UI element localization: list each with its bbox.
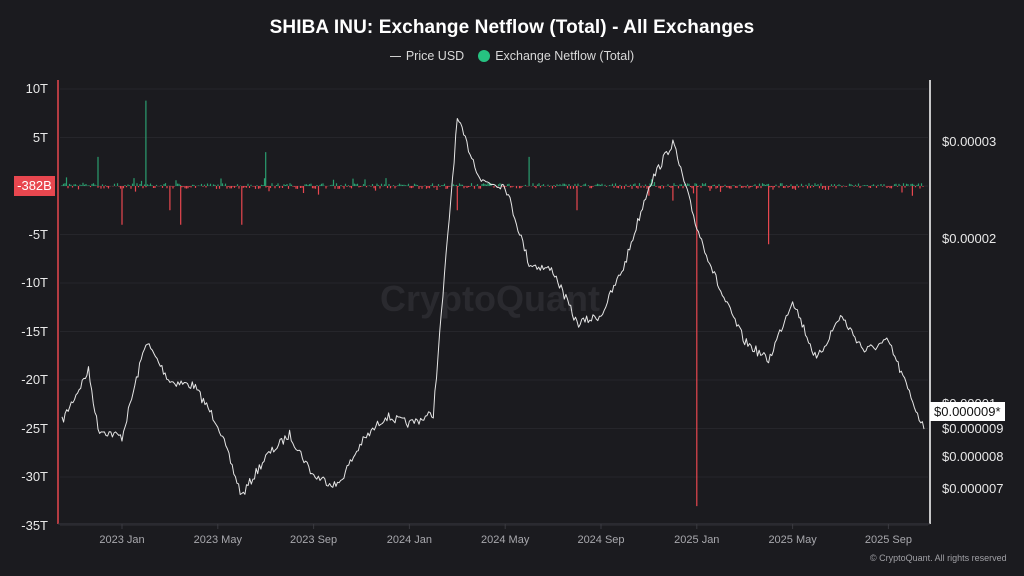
- legend-label-price: Price USD: [405, 49, 465, 63]
- legend-item-price[interactable]: Price USD: [389, 49, 465, 63]
- x-tick-marks: [121, 524, 889, 529]
- left-tick-label: -25T: [21, 420, 48, 436]
- left-tick-label: -5T: [28, 226, 49, 242]
- x-tick-label: 2025 May: [768, 534, 817, 546]
- left-tick-label: -15T: [21, 323, 48, 339]
- chart-title: SHIBA INU: Exchange Netflow (Total) - Al…: [269, 17, 755, 38]
- dot-marker-icon: [478, 50, 491, 62]
- x-tick-label: 2023 Sep: [290, 534, 338, 546]
- price-line: [61, 118, 925, 495]
- x-tick-label: 2023 May: [193, 534, 242, 546]
- grid-lines: [60, 88, 928, 526]
- netflow-current-badge: -382B: [14, 176, 55, 196]
- x-tick-label: 2024 Jan: [386, 534, 433, 546]
- right-tick-label: $0.00002: [942, 230, 997, 246]
- copyright: © CryptoQuant. All rights reserved: [870, 553, 1007, 563]
- legend-item-netflow[interactable]: Exchange Netflow (Total): [478, 49, 634, 63]
- x-tick-label: 2024 Sep: [577, 534, 625, 546]
- right-tick-label: $0.000008: [942, 449, 1004, 465]
- legend-label-netflow: Exchange Netflow (Total): [495, 49, 635, 63]
- legend: Price USD Exchange Netflow (Total): [0, 49, 1024, 63]
- left-tick-label: -35T: [21, 517, 48, 533]
- right-tick-label: $0.000009: [942, 421, 1004, 437]
- netflow-negative-bars: [67, 186, 924, 507]
- left-tick-label: -10T: [21, 275, 48, 290]
- netflow-positive-bars: [61, 100, 923, 186]
- x-tick-label: 2023 Jan: [99, 534, 145, 546]
- watermark: CryptoQuant: [380, 278, 600, 319]
- x-tick-label: 2024 May: [481, 534, 530, 546]
- price-current-badge: $0.000009*: [930, 402, 1005, 421]
- line-marker-icon: [389, 55, 401, 57]
- x-tick-label: 2025 Sep: [864, 534, 912, 546]
- netflow-bars: [61, 100, 924, 507]
- left-tick-label: 5T: [32, 129, 48, 145]
- left-tick-label: -20T: [21, 372, 48, 387]
- right-tick-label: $0.000007: [942, 481, 1004, 496]
- left-tick-label: -30T: [21, 469, 48, 484]
- right-tick-label: $0.00003: [942, 134, 997, 149]
- x-tick-label: 2025 Jan: [674, 534, 720, 546]
- left-tick-label: 10T: [25, 81, 48, 96]
